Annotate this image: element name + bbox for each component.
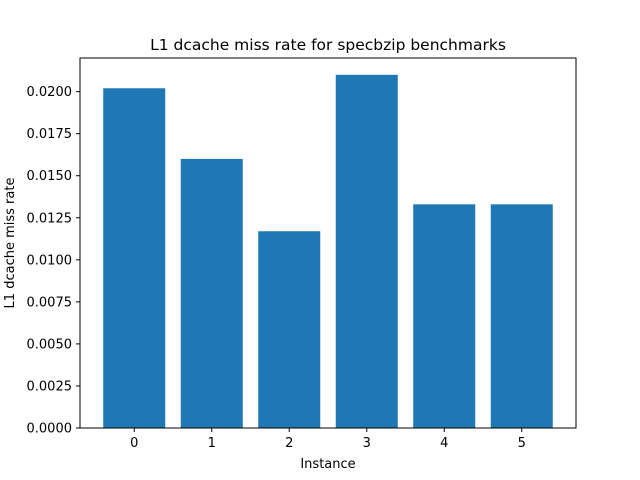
chart-title: L1 dcache miss rate for specbzip benchma… xyxy=(150,36,506,54)
y-tick-label: 0.0150 xyxy=(27,169,73,184)
bar-2 xyxy=(258,231,321,428)
bar-4 xyxy=(413,204,476,428)
x-tick-label: 0 xyxy=(130,436,138,451)
x-tick-label: 3 xyxy=(363,436,371,451)
x-tick-label: 4 xyxy=(440,436,448,451)
y-axis-label: L1 dcache miss rate xyxy=(3,178,18,309)
bar-1 xyxy=(180,158,243,428)
x-tick-label: 1 xyxy=(208,436,216,451)
bar-3 xyxy=(335,74,398,428)
y-tick-label: 0.0100 xyxy=(27,253,73,268)
bar-0 xyxy=(103,88,166,429)
x-tick-label: 2 xyxy=(285,436,293,451)
x-axis-ticks: 0 1 2 3 4 5 xyxy=(130,428,526,451)
plot-frame xyxy=(79,57,577,429)
y-tick-label: 0.0025 xyxy=(27,379,73,394)
y-tick-label: 0.0000 xyxy=(27,422,73,437)
y-tick-label: 0.0175 xyxy=(27,127,73,142)
y-tick-label: 0.0075 xyxy=(27,295,73,310)
x-axis-label: Instance xyxy=(300,457,355,472)
bar-5 xyxy=(490,204,553,428)
y-tick-label: 0.0200 xyxy=(27,85,73,100)
y-tick-label: 0.0125 xyxy=(27,211,73,226)
x-tick-label: 5 xyxy=(518,436,526,451)
y-tick-label: 0.0050 xyxy=(27,337,73,352)
bars-group xyxy=(103,74,553,429)
y-axis-ticks: 0.0000 0.0025 0.0050 0.0075 0.0100 0.0125 0.01… xyxy=(27,85,80,437)
